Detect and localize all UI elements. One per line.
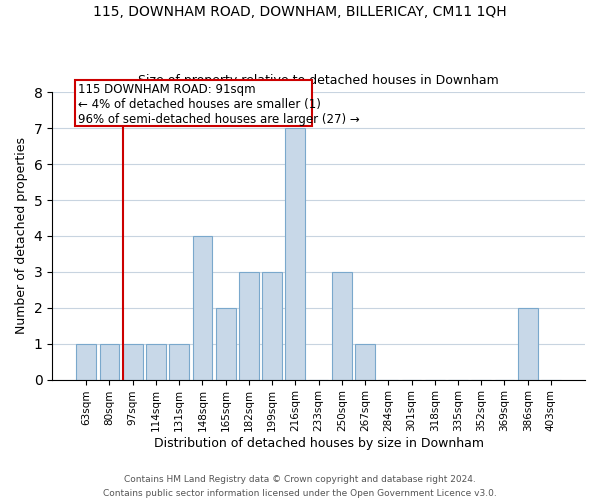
Bar: [146, 344, 166, 380]
X-axis label: Distribution of detached houses by size in Downham: Distribution of detached houses by size …: [154, 437, 484, 450]
Bar: [123, 344, 143, 380]
Bar: [239, 272, 259, 380]
Bar: [332, 272, 352, 380]
Title: Size of property relative to detached houses in Downham: Size of property relative to detached ho…: [138, 74, 499, 87]
Bar: [169, 344, 189, 380]
Bar: [216, 308, 236, 380]
Text: Contains HM Land Registry data © Crown copyright and database right 2024.
Contai: Contains HM Land Registry data © Crown c…: [103, 476, 497, 498]
Bar: [76, 344, 96, 380]
Y-axis label: Number of detached properties: Number of detached properties: [15, 138, 28, 334]
Bar: [100, 344, 119, 380]
Bar: [355, 344, 375, 380]
Text: 115, DOWNHAM ROAD, DOWNHAM, BILLERICAY, CM11 1QH: 115, DOWNHAM ROAD, DOWNHAM, BILLERICAY, …: [93, 5, 507, 19]
Bar: [193, 236, 212, 380]
Text: ← 4% of detached houses are smaller (1): ← 4% of detached houses are smaller (1): [78, 98, 321, 112]
Bar: [518, 308, 538, 380]
Bar: [286, 128, 305, 380]
Text: 115 DOWNHAM ROAD: 91sqm: 115 DOWNHAM ROAD: 91sqm: [78, 84, 256, 96]
Text: 96% of semi-detached houses are larger (27) →: 96% of semi-detached houses are larger (…: [78, 113, 360, 126]
FancyBboxPatch shape: [74, 80, 311, 126]
Bar: [262, 272, 282, 380]
